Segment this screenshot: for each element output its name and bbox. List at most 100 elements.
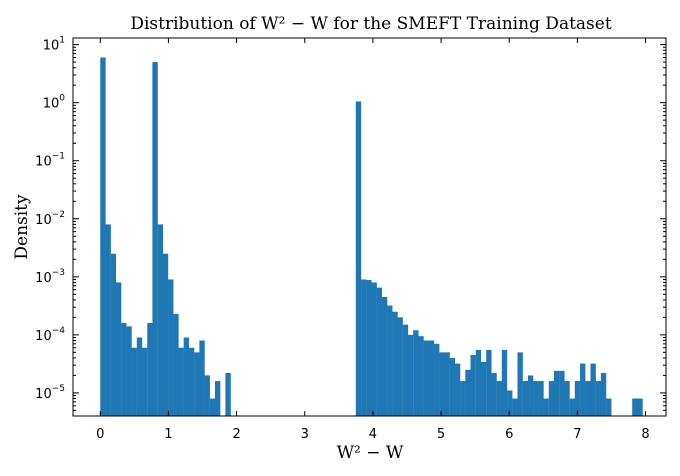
histogram-bar [569,398,575,416]
histogram-bar [585,381,591,416]
x-tick-label: 1 [164,427,172,442]
y-tick-base: 10 [35,213,52,228]
histogram-bar [387,305,393,416]
histogram-bar [141,347,148,416]
histogram-bar [595,381,602,416]
histogram-bar [423,340,429,416]
histogram-bar [465,369,471,416]
y-tick-exponent: −3 [52,268,65,278]
histogram-bar [381,296,388,416]
histogram-bar [475,349,482,416]
histogram-bar [178,347,184,416]
y-tick-base: 10 [35,329,52,344]
x-tick-label: 3 [301,427,309,442]
histogram-bar [366,280,372,416]
x-axis-label: W² − W [337,443,404,463]
histogram-bar [209,398,216,416]
histogram-bar [470,354,476,416]
histogram-bar [480,362,487,416]
histogram-bar [522,381,529,416]
histogram-bar [183,337,190,416]
histogram-bar [548,381,555,416]
y-tick-label: 10−4 [35,326,65,344]
histogram-bar [449,357,456,416]
histogram-bar [507,390,513,416]
y-tick-base: 10 [43,39,60,54]
histogram-bar [491,373,497,416]
y-tick-base: 10 [35,271,52,286]
y-tick-label: 10−3 [35,268,65,286]
histogram-bar [371,282,377,416]
y-tick-base: 10 [35,387,52,402]
histogram-bar [559,370,565,416]
histogram-bar [204,375,210,416]
histogram-bar [376,287,383,416]
histogram-bar [444,352,450,416]
y-tick-label: 100 [43,94,66,112]
histogram-bar [152,62,158,417]
histogram-bar [199,340,205,416]
histogram-bar [407,334,414,416]
y-tick-label: 10−2 [35,210,65,228]
histogram-bar [543,398,549,416]
x-tick-label: 8 [641,427,649,442]
histogram-bar [517,352,523,416]
histogram-bar [512,398,518,416]
histogram-bar [580,363,586,416]
histogram-bar [214,381,221,416]
y-tick-label: 10−1 [35,152,65,170]
histogram-bar [454,363,461,416]
histogram-bar [105,224,111,416]
histogram-bar [501,349,508,416]
histogram-bar [574,381,581,416]
histogram-bar [115,282,122,416]
histogram-bar [392,311,398,416]
histogram-bar [533,381,539,416]
histogram-bar [147,323,153,416]
histogram-bar [136,337,143,416]
histogram-bar [496,381,502,416]
histogram-bar [439,352,445,416]
histogram-bar [527,375,534,416]
x-tick-label: 0 [96,427,104,442]
histogram-bar [413,330,419,416]
y-tick-exponent: −2 [52,210,65,220]
histogram-bar [225,373,231,416]
y-tick-label: 101 [43,36,65,54]
histogram-bar [157,224,164,416]
histogram-bar [637,398,643,416]
histogram-bar [434,343,440,416]
histogram-bar [188,347,195,416]
histogram-bar [632,398,638,416]
histogram-bar [564,381,570,416]
y-axis-label: Density [12,194,32,260]
x-tick-label: 4 [369,427,377,442]
y-tick-exponent: −1 [52,152,65,162]
histogram-bar [402,324,409,416]
y-tick-label: 10−5 [35,384,65,402]
x-tick-label: 2 [232,427,240,442]
histogram-bar [590,363,596,416]
histogram-bar [538,381,544,416]
histogram-bar [131,347,137,416]
x-axis-ticks: 0 1 2 3 4 5 6 7 8 [96,38,650,442]
x-tick-label: 5 [437,427,445,442]
x-tick-label: 7 [573,427,581,442]
histogram-bar [606,398,612,416]
plot-frame [72,37,667,417]
histogram-bar [361,279,367,416]
chart-title: Distribution of W² − W for the SMEFT Tra… [130,14,611,34]
histogram-bars [100,57,643,417]
histogram-bar [126,326,132,416]
histogram-bar [168,279,174,416]
histogram-bar [428,340,435,416]
histogram-bar [100,57,106,417]
x-tick-label: 6 [505,427,513,442]
histogram-bar [486,349,492,416]
histogram-bar [194,352,200,416]
histogram-bar [121,323,127,416]
y-tick-exponent: −4 [52,326,66,336]
histogram-bar [173,313,179,416]
y-tick-base: 10 [43,97,60,112]
